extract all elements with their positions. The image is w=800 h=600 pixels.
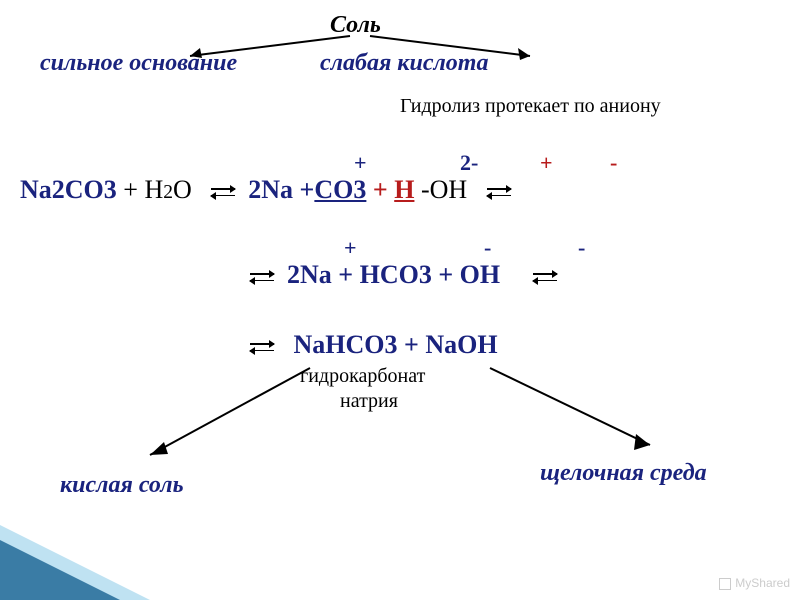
plus-sign: +: [123, 175, 144, 204]
weak-acid-label: слабая кислота: [320, 50, 488, 77]
charge-na-1: +: [354, 150, 367, 176]
h2o-sub: 2: [163, 182, 173, 203]
arrow-to-alkaline: [480, 360, 680, 470]
oh-part: -OH: [421, 175, 467, 204]
h2o-o: O: [173, 175, 192, 204]
plus-sign: +: [373, 175, 394, 204]
oh-2: OH: [460, 260, 500, 289]
nahco3: NaHCO3: [294, 330, 398, 359]
equation-line-3: NaHCO3 + NaOH: [250, 330, 498, 360]
equation-line-2: 2Na + HCO3 + OH: [250, 260, 557, 290]
alkaline-label: щелочная среда: [540, 460, 707, 487]
plus-sign: +: [438, 260, 459, 289]
strong-base-label: сильное основание: [40, 50, 237, 77]
corner-decoration-front: [0, 540, 120, 600]
na2co3: Na2CO3: [20, 175, 117, 204]
acid-salt-label: кислая соль: [60, 472, 184, 499]
equation-line-1: Na2CO3 + H2O 2Na +CO3 + H -OH: [20, 175, 511, 205]
equilibrium-arrow: [533, 270, 557, 284]
plus-sign: +: [300, 175, 315, 204]
hco3: HCO3: [360, 260, 432, 289]
two-na-2: 2Na: [287, 260, 332, 289]
charge-co3-1: 2-: [460, 150, 478, 176]
watermark-label: MyShared: [735, 576, 790, 590]
charge-na-2: +: [344, 235, 357, 261]
watermark-text: MyShared: [719, 576, 790, 590]
charge-h-1: +: [540, 150, 553, 176]
naoh: NaOH: [425, 330, 497, 359]
equilibrium-arrow: [250, 270, 274, 284]
h-ion: H: [394, 175, 414, 204]
hydrolysis-note: Гидролиз протекает по аниону: [400, 95, 661, 118]
sodium-label: натрия: [340, 390, 398, 413]
charge-oh-1: -: [610, 150, 617, 176]
plus-sign: +: [338, 260, 359, 289]
co3: CO3: [314, 175, 366, 204]
arrow-to-acid-salt: [130, 360, 330, 470]
equilibrium-arrow: [487, 185, 511, 199]
charge-oh-2: -: [578, 235, 585, 261]
h2o-h: H: [144, 175, 163, 204]
plus-sign: +: [404, 330, 425, 359]
equilibrium-arrow: [211, 185, 235, 199]
two-na: 2Na: [248, 175, 293, 204]
charge-hco3: -: [484, 235, 491, 261]
equilibrium-arrow: [250, 340, 274, 354]
